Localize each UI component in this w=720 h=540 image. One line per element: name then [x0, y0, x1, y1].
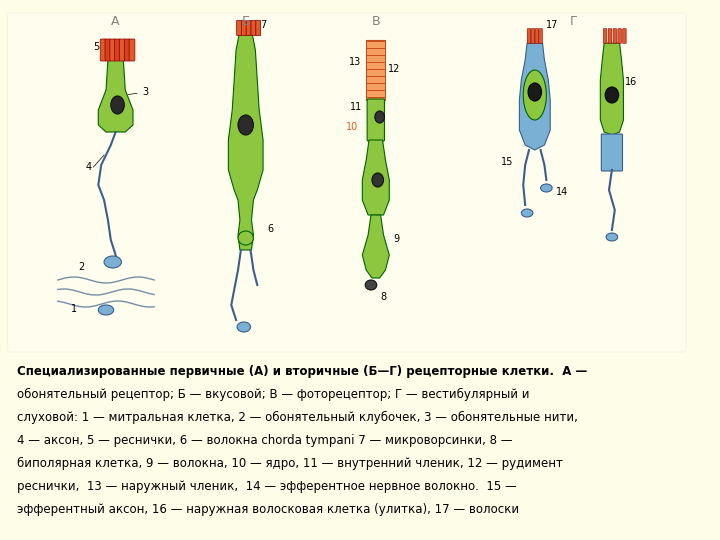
Text: 4: 4 — [86, 162, 91, 172]
FancyBboxPatch shape — [603, 29, 607, 43]
Text: Специализированные первичные (А) и вторичные (Б—Г) рецепторные клетки.  А —: Специализированные первичные (А) и втори… — [17, 365, 588, 378]
FancyBboxPatch shape — [125, 39, 130, 61]
Text: обонятельный рецептор; Б — вкусовой; В — фоторецептор; Г — вестибулярный и: обонятельный рецептор; Б — вкусовой; В —… — [17, 388, 530, 401]
Text: 13: 13 — [349, 57, 361, 67]
Text: 8: 8 — [381, 292, 387, 302]
Text: биполярная клетка, 9 — волокна, 10 — ядро, 11 — внутренний членик, 12 — рудимент: биполярная клетка, 9 — волокна, 10 — ядр… — [17, 457, 563, 470]
Ellipse shape — [372, 173, 384, 187]
FancyBboxPatch shape — [246, 21, 251, 36]
Ellipse shape — [111, 96, 125, 114]
Ellipse shape — [375, 111, 384, 123]
Ellipse shape — [104, 256, 122, 268]
Ellipse shape — [237, 322, 251, 332]
FancyBboxPatch shape — [110, 39, 116, 61]
Ellipse shape — [523, 70, 546, 120]
Ellipse shape — [99, 305, 114, 315]
Text: 6: 6 — [267, 224, 273, 234]
FancyBboxPatch shape — [114, 39, 120, 61]
Text: 2: 2 — [78, 262, 85, 272]
Text: 3: 3 — [128, 87, 149, 97]
Ellipse shape — [605, 87, 618, 103]
Ellipse shape — [238, 231, 253, 245]
Polygon shape — [519, 43, 550, 150]
Text: 4 — аксон, 5 — реснички, 6 — волокна chorda tympani 7 — микроворсинки, 8 —: 4 — аксон, 5 — реснички, 6 — волокна cho… — [17, 434, 513, 447]
Polygon shape — [362, 215, 390, 278]
FancyBboxPatch shape — [241, 21, 246, 36]
FancyBboxPatch shape — [100, 39, 106, 61]
Text: слуховой: 1 — митральная клетка, 2 — обонятельный клубочек, 3 — обонятельные нит: слуховой: 1 — митральная клетка, 2 — обо… — [17, 411, 578, 424]
Text: 5: 5 — [93, 42, 99, 52]
FancyBboxPatch shape — [539, 29, 542, 43]
Text: реснички,  13 — наружный членик,  14 — эфферентное нервное волокно.  15 —: реснички, 13 — наружный членик, 14 — эфф… — [17, 480, 517, 493]
Text: 10: 10 — [346, 122, 359, 132]
Text: 16: 16 — [626, 77, 638, 87]
FancyBboxPatch shape — [129, 39, 135, 61]
FancyBboxPatch shape — [120, 39, 125, 61]
Polygon shape — [99, 60, 133, 132]
Text: 9: 9 — [393, 234, 400, 244]
Text: Г: Г — [570, 15, 577, 28]
Ellipse shape — [238, 115, 253, 135]
Text: В: В — [372, 15, 380, 28]
Text: 12: 12 — [388, 64, 401, 74]
Text: А: А — [112, 15, 120, 28]
FancyBboxPatch shape — [105, 39, 111, 61]
FancyBboxPatch shape — [618, 29, 621, 43]
FancyBboxPatch shape — [601, 134, 623, 171]
FancyBboxPatch shape — [608, 29, 612, 43]
Bar — [366, 40, 385, 100]
Text: эфферентный аксон, 16 — наружная волосковая клетка (улитка), 17 — волоски: эфферентный аксон, 16 — наружная волоско… — [17, 503, 519, 516]
Ellipse shape — [606, 233, 618, 241]
FancyBboxPatch shape — [367, 99, 384, 141]
Text: 15: 15 — [501, 157, 513, 167]
Ellipse shape — [541, 184, 552, 192]
Text: Б: Б — [241, 15, 250, 28]
Text: 11: 11 — [350, 102, 362, 112]
Text: 14: 14 — [556, 187, 568, 197]
FancyBboxPatch shape — [623, 29, 626, 43]
FancyBboxPatch shape — [8, 13, 686, 352]
FancyBboxPatch shape — [527, 29, 531, 43]
Ellipse shape — [528, 83, 541, 101]
FancyBboxPatch shape — [251, 21, 256, 36]
Polygon shape — [600, 43, 624, 135]
FancyBboxPatch shape — [256, 21, 261, 36]
Ellipse shape — [521, 209, 533, 217]
Polygon shape — [228, 35, 263, 250]
Ellipse shape — [365, 280, 377, 290]
Text: 17: 17 — [546, 20, 559, 30]
FancyBboxPatch shape — [613, 29, 616, 43]
Text: 1: 1 — [71, 304, 77, 314]
FancyBboxPatch shape — [535, 29, 539, 43]
FancyBboxPatch shape — [237, 21, 241, 36]
Text: 7: 7 — [260, 20, 266, 30]
Polygon shape — [362, 140, 390, 215]
FancyBboxPatch shape — [531, 29, 535, 43]
